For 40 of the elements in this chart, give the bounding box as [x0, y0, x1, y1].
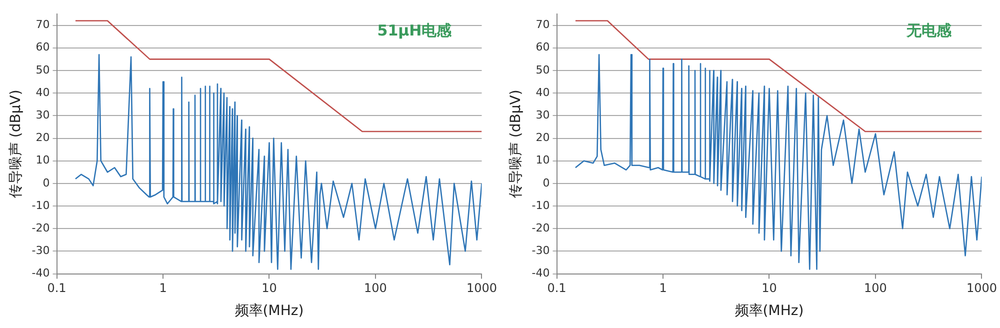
y-tick-label: -30 [532, 244, 550, 258]
x-tick-label: 1 [159, 281, 167, 296]
y-tick-label: -10 [32, 198, 50, 212]
y-tick-label: -10 [532, 198, 550, 212]
y-tick-label: 0 [42, 176, 50, 190]
y-axis-title: 传导噪声 (dBμV) [508, 90, 524, 198]
x-tick-label: 10 [762, 281, 777, 296]
x-axis-title: 频率(MHz) [734, 303, 804, 320]
x-tick-label: 1000 [466, 281, 498, 296]
y-tick-label: 60 [536, 40, 550, 54]
y-tick-label: 70 [536, 18, 550, 32]
y-tick-label: 10 [36, 154, 50, 167]
x-tick-label: 1000 [966, 281, 998, 296]
y-tick-label: -30 [32, 244, 50, 258]
y-tick-label: 60 [36, 40, 50, 54]
x-tick-label: 0.1 [47, 281, 66, 296]
y-tick-label: -20 [32, 221, 50, 234]
y-tick-label: -40 [32, 266, 50, 280]
y-tick-label: 70 [36, 18, 50, 32]
x-tick-label: 100 [364, 281, 387, 296]
y-tick-label: 10 [536, 154, 550, 167]
y-tick-label: 30 [36, 108, 50, 122]
y-tick-label: 30 [536, 108, 550, 122]
y-tick-label: 40 [36, 86, 50, 99]
y-tick-label: 50 [536, 63, 550, 76]
x-tick-label: 10 [262, 281, 277, 296]
annotation: 无电感 [906, 21, 953, 40]
x-tick-label: 1 [659, 281, 667, 296]
annotation: 51μH电感 [377, 21, 453, 40]
y-tick-label: 20 [36, 131, 50, 144]
y-tick-label: 20 [536, 131, 550, 144]
y-tick-label: -40 [532, 266, 550, 280]
y-tick-label: 50 [36, 63, 50, 76]
x-tick-label: 100 [864, 281, 887, 296]
y-tick-label: 40 [536, 86, 550, 99]
x-tick-label: 0.1 [547, 281, 566, 296]
y-axis-title: 传导噪声 (dBμV) [8, 90, 24, 198]
y-tick-label: 0 [542, 176, 550, 190]
x-axis-title: 频率(MHz) [234, 303, 304, 320]
y-tick-label: -20 [532, 221, 550, 234]
